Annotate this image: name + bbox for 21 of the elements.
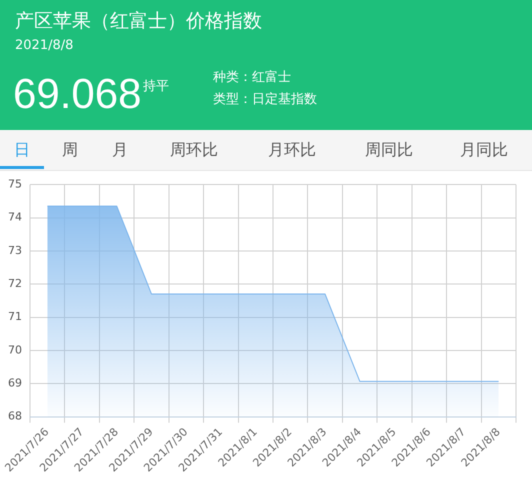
text: 月 xyxy=(112,140,128,161)
text: 周环比 xyxy=(170,140,218,161)
y-tick-label: 68 xyxy=(8,410,22,423)
text: 类型：日定基指数 xyxy=(213,91,317,108)
text: 69.068 xyxy=(13,70,142,118)
text: 周同比 xyxy=(365,140,413,161)
text: 持平 xyxy=(143,78,169,95)
text: 日 xyxy=(14,140,30,161)
y-tick-label: 75 xyxy=(8,177,22,190)
y-tick-label: 69 xyxy=(8,376,22,390)
chart-subtitle: 2021/8/8 xyxy=(15,38,74,53)
y-tick-label: 70 xyxy=(8,343,22,356)
y-tick-label: 74 xyxy=(8,210,22,224)
y-tick-label: 72 xyxy=(8,276,22,290)
y-tick-label: 71 xyxy=(8,310,22,324)
text: 种类：红富士 xyxy=(213,69,291,86)
text: 周 xyxy=(62,140,78,161)
text: 月环比 xyxy=(268,140,316,161)
text: 月同比 xyxy=(460,140,508,161)
chart-title: 产区苹果（红富士）价格指数 xyxy=(15,9,262,34)
y-tick-label: 73 xyxy=(8,244,22,257)
